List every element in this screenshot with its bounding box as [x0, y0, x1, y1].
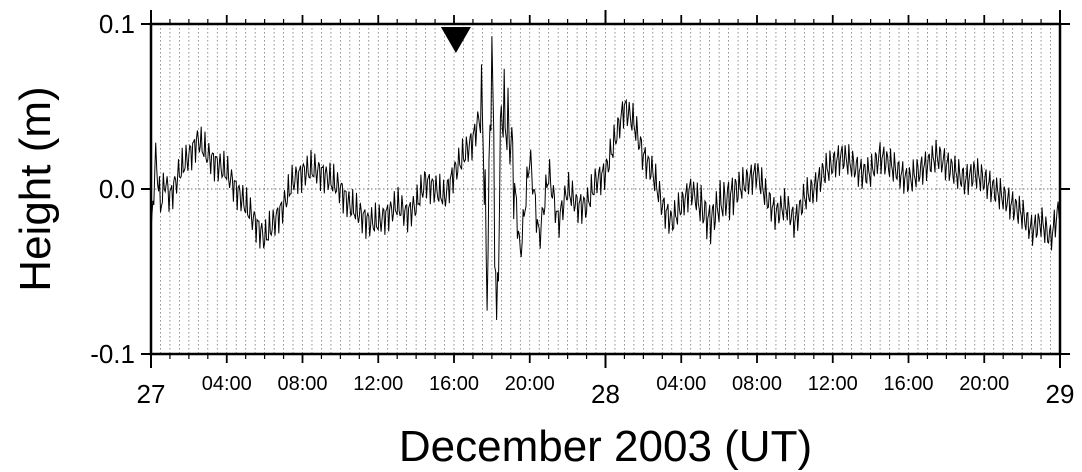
x-tick-label-time: 04:00: [202, 373, 252, 395]
tick-layer: [141, 10, 1070, 368]
x-tick-label-time: 08:00: [732, 373, 782, 395]
x-axis-title: December 2003 (UT): [399, 422, 812, 471]
y-axis-title: Height (m): [11, 86, 60, 291]
series-layer: [150, 36, 1061, 321]
x-tick-label-time: 16:00: [429, 373, 479, 395]
x-tick-label-time: 16:00: [883, 373, 933, 395]
x-tick-label-time: 12:00: [808, 373, 858, 395]
y-tick-label: 0.1: [99, 9, 135, 39]
x-tick-label-time: 12:00: [353, 373, 403, 395]
tide-series-line: [150, 36, 1061, 321]
label-layer: 0.1 0.0 -0.1 04:00 08:00 12:00 16:00 20:00 04:00…: [90, 9, 1074, 409]
event-marker-triangle: [440, 27, 471, 53]
y-tick-label: 0.0: [99, 174, 135, 204]
x-tick-label-day: 29: [1046, 379, 1075, 409]
x-tick-label-day: 28: [591, 379, 620, 409]
x-tick-label-time: 04:00: [656, 373, 706, 395]
x-tick-label-time: 20:00: [505, 373, 555, 395]
x-tick-label-day: 27: [137, 379, 166, 409]
x-tick-label-time: 08:00: [277, 373, 327, 395]
y-tick-label: -0.1: [90, 339, 135, 369]
grid-layer: [151, 24, 1060, 354]
x-tick-label-time: 20:00: [959, 373, 1009, 395]
